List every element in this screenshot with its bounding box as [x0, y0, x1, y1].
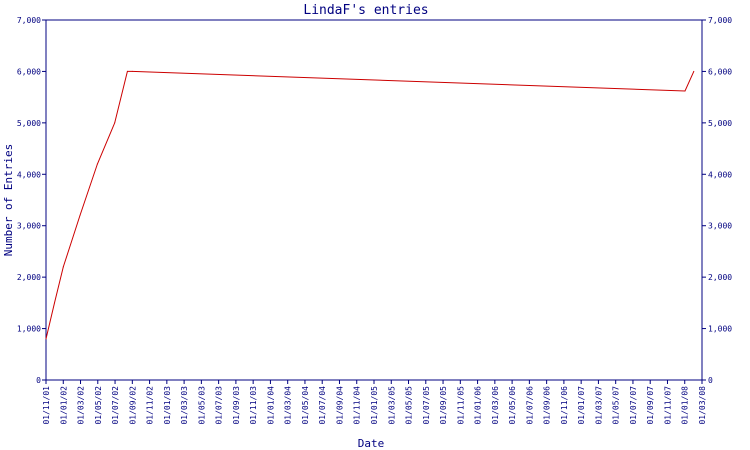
y-tick-label-left: 2,000: [17, 273, 41, 282]
y-tick-label-left: 0: [36, 376, 41, 385]
data-point: [62, 266, 64, 268]
data-point: [693, 70, 695, 72]
x-tick-label: 01/07/05: [422, 386, 431, 425]
data-point: [131, 70, 133, 72]
data-point: [126, 70, 128, 72]
y-tick-label-right: 4,000: [708, 170, 732, 179]
x-ticks: 01/11/01 01/01/02 01/03/02 01/05/02 01/07/02…: [42, 380, 707, 425]
x-tick-label: 01/05/03: [197, 386, 206, 425]
y-tick-label-right: 3,000: [708, 222, 732, 231]
y-tick-label-right: 5,000: [708, 119, 732, 128]
y-tick-label-left: 7,000: [17, 16, 41, 25]
x-tick-label: 01/05/04: [301, 386, 310, 425]
x-tick-label: 01/01/08: [681, 386, 690, 425]
plot-frame: [45, 19, 703, 381]
y-tick-label-left: 5,000: [17, 119, 41, 128]
x-tick-label: 01/07/04: [318, 386, 327, 425]
x-tick-label: 01/05/02: [94, 386, 103, 425]
x-tick-label: 01/09/02: [128, 386, 137, 425]
data-point: [684, 90, 686, 92]
y-tick-label-left: 4,000: [17, 170, 41, 179]
x-tick-label: 01/11/02: [146, 386, 155, 425]
y-axis-label: Number of Entries: [2, 144, 15, 257]
x-tick-label: 01/01/05: [370, 386, 379, 425]
x-tick-label: 01/07/06: [525, 386, 534, 425]
x-tick-label: 01/01/02: [59, 386, 68, 425]
x-tick-label: 01/01/06: [474, 386, 483, 425]
data-point: [45, 338, 47, 340]
x-tick-label: 01/07/07: [629, 386, 638, 425]
x-tick-label: 01/01/07: [577, 386, 586, 425]
x-tick-label: 01/03/08: [698, 386, 707, 425]
x-tick-label: 01/09/06: [543, 386, 552, 425]
x-tick-label: 01/11/06: [560, 386, 569, 425]
x-tick-label: 01/01/04: [266, 386, 275, 425]
y-tick-label-right: 0: [708, 376, 713, 385]
x-tick-label: 01/05/05: [405, 386, 414, 425]
x-tick-label: 01/09/07: [646, 386, 655, 425]
y-tick-label-right: 7,000: [708, 16, 732, 25]
x-tick-label: 01/01/03: [163, 386, 172, 425]
data-point: [96, 163, 98, 165]
y-tick-label-left: 1,000: [17, 325, 41, 334]
y-tick-label-left: 6,000: [17, 67, 41, 76]
x-axis-label: Date: [358, 437, 385, 450]
y-tick-label-left: 3,000: [17, 222, 41, 231]
data-point: [79, 214, 81, 216]
x-tick-label: 01/09/04: [335, 386, 344, 425]
x-tick-label: 01/07/03: [215, 386, 224, 425]
x-tick-label: 01/11/03: [249, 386, 258, 425]
x-tick-label: 01/03/04: [284, 386, 293, 425]
x-tick-label: 01/11/01: [42, 386, 51, 425]
x-tick-label: 01/11/04: [353, 386, 362, 425]
x-tick-label: 01/03/05: [387, 386, 396, 425]
x-tick-label: 01/03/02: [77, 386, 86, 425]
x-tick-label: 01/09/05: [439, 386, 448, 425]
x-tick-label: 01/11/05: [456, 386, 465, 425]
x-tick-label: 01/05/07: [612, 386, 621, 425]
x-tick-label: 01/03/06: [491, 386, 500, 425]
data-point: [114, 122, 116, 124]
x-tick-label: 01/05/06: [508, 386, 517, 425]
series-line: [45, 70, 695, 340]
chart-title: LindaF's entries: [303, 3, 428, 18]
x-tick-label: 01/07/02: [111, 386, 120, 425]
series-group: [45, 70, 695, 340]
y-ticks: 0 0 1,000 1,000 2,000 2,000 3,000 3,000 4,000 4,0…: [17, 16, 732, 385]
x-tick-label: 01/03/07: [594, 386, 603, 425]
x-tick-label: 01/03/03: [180, 386, 189, 425]
y-tick-label-right: 6,000: [708, 67, 732, 76]
x-tick-label: 01/09/03: [232, 386, 241, 425]
axes: [45, 19, 703, 381]
y-tick-label-right: 1,000: [708, 325, 732, 334]
data-point: [54, 302, 56, 304]
x-tick-label: 01/11/07: [663, 386, 672, 425]
y-tick-label-right: 2,000: [708, 273, 732, 282]
